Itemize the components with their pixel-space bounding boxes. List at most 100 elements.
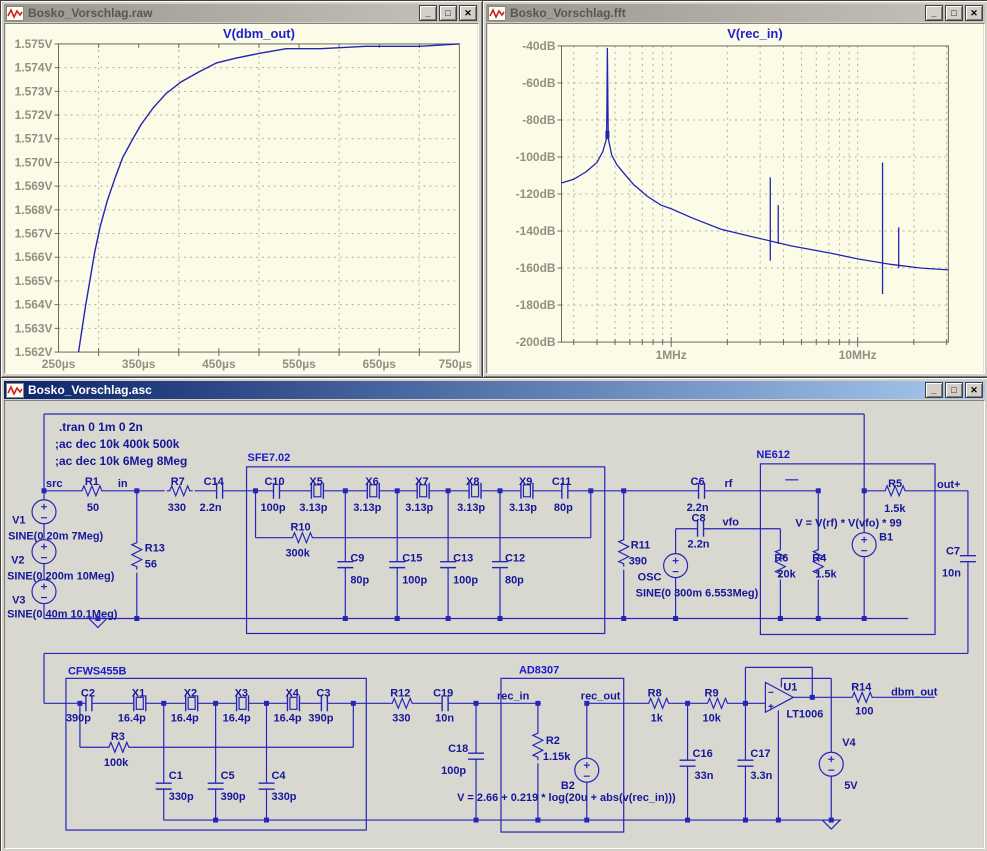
close-button[interactable]: ✕ <box>459 5 477 21</box>
maximize-button[interactable]: □ <box>439 5 457 21</box>
component-value: 33n <box>695 770 714 782</box>
junction-dot <box>776 818 781 823</box>
component-name: R14 <box>851 681 872 693</box>
y-axis-tick-label: 1.573V <box>15 84 53 98</box>
junction-dot <box>743 701 748 706</box>
junction-dot <box>829 818 834 823</box>
component-name: V2 <box>11 555 24 567</box>
net-label-src: src <box>46 478 62 490</box>
net-label-recout: rec_out <box>581 690 621 702</box>
component-name: C2 <box>81 687 95 699</box>
component-name: V1 <box>12 515 25 527</box>
y-axis-tick-label: 1.565V <box>15 274 53 288</box>
junction-dot <box>446 616 451 621</box>
component-name: R13 <box>145 543 165 555</box>
component-name: V3 <box>12 595 25 607</box>
titlebar-fft[interactable]: Bosko_Vorschlag.fft _ □ ✕ <box>486 4 985 22</box>
component-value: 1k <box>651 712 664 724</box>
component-name: C14 <box>204 476 225 488</box>
junction-dot <box>253 488 258 493</box>
junction-dot <box>395 616 400 621</box>
component-name: R8 <box>648 687 662 699</box>
x-axis-tick-label: 650µs <box>362 357 396 371</box>
component-name: C16 <box>693 748 713 760</box>
component-value: LT1006 <box>786 708 823 720</box>
y-axis-tick-label: 1.571V <box>15 132 53 146</box>
junction-dot <box>95 616 100 621</box>
schematic-canvas-pane[interactable]: R150R7330R51.5kR10300kR1356R11390R620kR4… <box>4 400 985 849</box>
component-value: SINE(0 300m 6.553Meg) <box>636 588 759 600</box>
schematic-canvas[interactable]: R150R7330R51.5kR10300kR1356R11390R620kR4… <box>5 401 984 848</box>
component-value: 100p <box>261 502 286 514</box>
maximize-button[interactable]: □ <box>945 5 963 21</box>
minimize-button[interactable]: _ <box>925 382 943 398</box>
window-controls: _ □ ✕ <box>925 5 983 21</box>
component-name: X1 <box>132 687 145 699</box>
junction-dot <box>77 701 82 706</box>
component-value: 80p <box>554 502 573 514</box>
component-name: R5 <box>888 478 902 490</box>
fft-plot-pane[interactable]: -40dB-60dB-80dB-100dB-120dB-140dB-160dB-… <box>486 23 985 374</box>
component-value: 5V <box>844 780 858 792</box>
component-name: C10 <box>265 476 285 488</box>
window-controls: _ □ ✕ <box>419 5 477 21</box>
plot-title: V(rec_in) <box>727 26 782 41</box>
component-value: 80p <box>350 575 369 587</box>
close-button[interactable]: ✕ <box>965 5 983 21</box>
component-value: 100p <box>402 575 427 587</box>
component-name: R6 <box>774 553 788 565</box>
component-value: 330 <box>392 712 410 724</box>
component-value: 16.4p <box>273 712 301 724</box>
junction-dot <box>685 818 690 823</box>
component-value: 100p <box>441 765 466 777</box>
block-label: SFE7.02 <box>248 452 291 464</box>
junction-dot <box>213 701 218 706</box>
junction-dot <box>584 818 589 823</box>
component-value: 330p <box>169 791 194 803</box>
waveform-app-icon <box>488 6 506 21</box>
component-value: 3.13p <box>353 502 381 514</box>
component-value: 10k <box>703 712 722 724</box>
titlebar-asc[interactable]: Bosko_Vorschlag.asc _ □ ✕ <box>4 381 985 399</box>
junction-dot <box>621 488 626 493</box>
window-controls: _ □ ✕ <box>925 382 983 398</box>
maximize-button[interactable]: □ <box>945 382 963 398</box>
component-value: 300k <box>285 548 310 560</box>
junction-dot <box>134 488 139 493</box>
junction-dot <box>395 488 400 493</box>
net-label-recin: rec_in <box>497 690 530 702</box>
close-button[interactable]: ✕ <box>965 382 983 398</box>
window-title: Bosko_Vorschlag.fft <box>510 6 626 20</box>
minimize-button[interactable]: _ <box>419 5 437 21</box>
y-axis-tick-label: 1.566V <box>15 250 53 264</box>
waveform-app-icon <box>6 6 24 21</box>
component-value: 3.3n <box>750 770 772 782</box>
component-name: C1 <box>169 770 183 782</box>
y-axis-tick-label: -180dB <box>516 298 556 312</box>
net-label-in: in <box>118 478 128 490</box>
component-value: SINE(0 20m 7Meg) <box>8 531 103 543</box>
component-value: 100k <box>104 757 129 769</box>
component-name: C19 <box>433 687 453 699</box>
titlebar-raw[interactable]: Bosko_Vorschlag.raw _ □ ✕ <box>4 4 479 22</box>
junction-dot <box>213 818 218 823</box>
component-name: C3 <box>316 687 330 699</box>
y-axis-tick-label: 1.575V <box>15 37 53 51</box>
fft-plot[interactable]: -40dB-60dB-80dB-100dB-120dB-140dB-160dB-… <box>487 24 984 373</box>
component-value: V = 2.66 + 0.219 * log(20u + abs(v(rec_i… <box>457 792 676 804</box>
y-axis-tick-label: -120dB <box>516 187 556 201</box>
component-value: 3.13p <box>299 502 327 514</box>
y-axis-tick-label: -200dB <box>516 335 556 349</box>
transient-plot[interactable]: 1.575V1.574V1.573V1.572V1.571V1.570V1.56… <box>5 24 478 373</box>
y-axis-tick-label: 1.564V <box>15 298 53 312</box>
component-value: 10n <box>435 712 454 724</box>
block-label: NE612 <box>756 449 790 461</box>
block-label: AD8307 <box>519 664 559 676</box>
component-name: B1 <box>879 532 893 544</box>
minimize-button[interactable]: _ <box>925 5 943 21</box>
raw-plot-pane[interactable]: 1.575V1.574V1.573V1.572V1.571V1.570V1.56… <box>4 23 479 374</box>
junction-dot <box>588 488 593 493</box>
junction-dot <box>343 616 348 621</box>
x-axis-tick-label: 10MHz <box>839 348 877 362</box>
component-name: C4 <box>271 770 286 782</box>
